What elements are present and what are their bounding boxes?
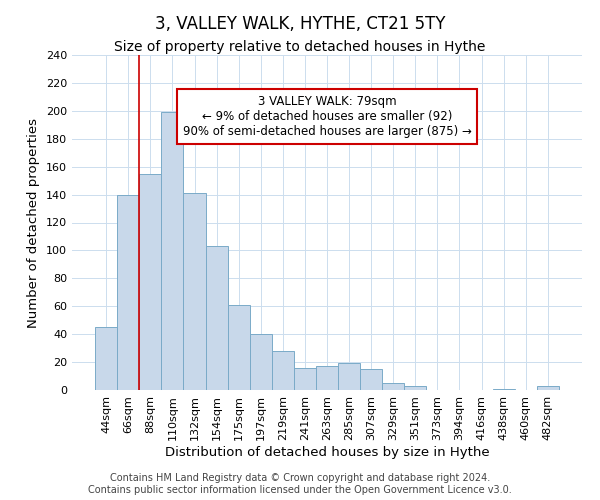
- Bar: [139, 174, 161, 390]
- Bar: [117, 194, 139, 390]
- Bar: [537, 386, 559, 390]
- Bar: [360, 369, 382, 390]
- Bar: [404, 386, 427, 390]
- X-axis label: Distribution of detached houses by size in Hythe: Distribution of detached houses by size …: [164, 446, 490, 458]
- Bar: [294, 368, 316, 390]
- Text: 3 VALLEY WALK: 79sqm
← 9% of detached houses are smaller (92)
90% of semi-detach: 3 VALLEY WALK: 79sqm ← 9% of detached ho…: [182, 95, 472, 138]
- Text: 3, VALLEY WALK, HYTHE, CT21 5TY: 3, VALLEY WALK, HYTHE, CT21 5TY: [155, 15, 445, 33]
- Bar: [316, 366, 338, 390]
- Bar: [161, 112, 184, 390]
- Bar: [227, 305, 250, 390]
- Bar: [272, 351, 294, 390]
- Bar: [206, 246, 227, 390]
- Bar: [338, 364, 360, 390]
- Text: Contains HM Land Registry data © Crown copyright and database right 2024.
Contai: Contains HM Land Registry data © Crown c…: [88, 474, 512, 495]
- Bar: [382, 383, 404, 390]
- Bar: [493, 388, 515, 390]
- Text: Size of property relative to detached houses in Hythe: Size of property relative to detached ho…: [115, 40, 485, 54]
- Bar: [250, 334, 272, 390]
- Bar: [184, 193, 206, 390]
- Y-axis label: Number of detached properties: Number of detached properties: [28, 118, 40, 328]
- Bar: [95, 327, 117, 390]
